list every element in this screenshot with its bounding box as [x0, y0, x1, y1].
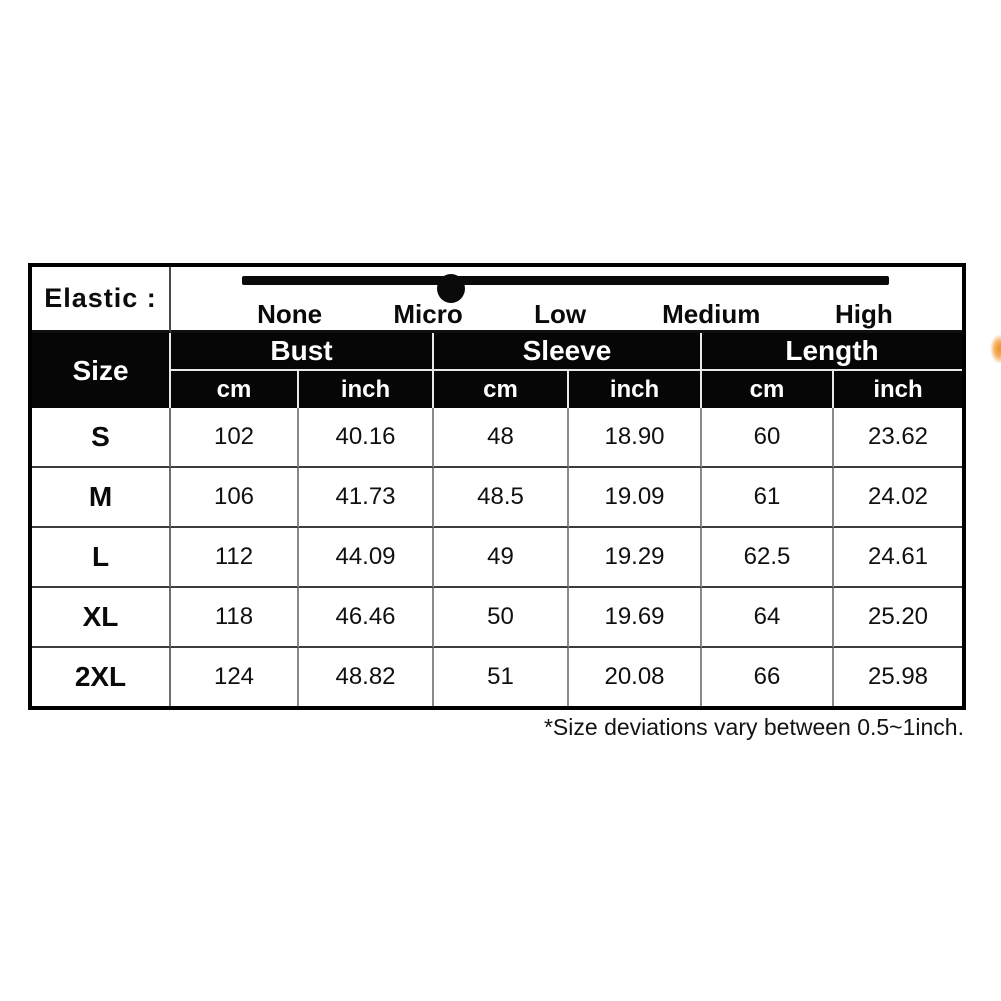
measurement-cell: 48 — [434, 408, 569, 468]
measurement-cell: 19.69 — [569, 588, 702, 648]
table-row-2xl: 2XL 124 48.82 51 20.08 66 25.98 — [32, 648, 962, 706]
unit-header-length-cm: cm — [702, 371, 834, 408]
elastic-level-low: Low — [534, 299, 587, 329]
measurement-cell: 106 — [171, 468, 299, 528]
table-row-xl: XL 118 46.46 50 19.69 64 25.20 — [32, 588, 962, 648]
measurement-cell: 19.29 — [569, 528, 702, 588]
measurement-cell: 51 — [434, 648, 569, 706]
measurement-cell: 24.61 — [834, 528, 962, 588]
measurement-cell: 62.5 — [702, 528, 834, 588]
size-row-label: XL — [32, 588, 171, 648]
unit-header-sleeve-cm: cm — [434, 371, 569, 408]
measurement-cell: 20.08 — [569, 648, 702, 706]
measurement-cell: 48.5 — [434, 468, 569, 528]
group-header-sleeve: Sleeve — [434, 333, 702, 371]
measurement-cell: 44.09 — [299, 528, 434, 588]
unit-header-bust-inch: inch — [299, 371, 434, 408]
table-row-m: M 106 41.73 48.5 19.09 61 24.02 — [32, 468, 962, 528]
unit-header-length-inch: inch — [834, 371, 962, 408]
measurement-cell: 25.98 — [834, 648, 962, 706]
elastic-label: Elastic : — [32, 267, 171, 333]
measurement-cell: 64 — [702, 588, 834, 648]
measurement-cell: 118 — [171, 588, 299, 648]
measurement-cell: 46.46 — [299, 588, 434, 648]
elastic-slider: None Micro Low Medium High — [171, 267, 962, 330]
measurement-cell: 24.02 — [834, 468, 962, 528]
slider-track-bar — [242, 274, 890, 303]
unit-header-bust-cm: cm — [171, 371, 299, 408]
measurement-cell: 23.62 — [834, 408, 962, 468]
elastic-level-medium: Medium — [662, 299, 761, 329]
slider-dot — [436, 274, 465, 303]
measurement-cell: 41.73 — [299, 468, 434, 528]
group-header-length: Length — [702, 333, 962, 371]
measurement-cell: 124 — [171, 648, 299, 706]
elastic-level-none: None — [257, 299, 323, 329]
table-row-s: S 102 40.16 48 18.90 60 23.62 — [32, 408, 962, 468]
measurement-cell: 40.16 — [299, 408, 434, 468]
measurement-cell: 48.82 — [299, 648, 434, 706]
elastic-level-micro: Micro — [393, 299, 463, 329]
size-row-label: M — [32, 468, 171, 528]
size-row-label: 2XL — [32, 648, 171, 706]
size-column-header: Size — [32, 333, 171, 408]
size-chart-table: Elastic : None Micro Low Medium High — [28, 263, 966, 710]
measurement-cell: 60 — [702, 408, 834, 468]
measurement-cell: 61 — [702, 468, 834, 528]
size-row-label: L — [32, 528, 171, 588]
elastic-scale: None Micro Low Medium High — [171, 267, 962, 333]
size-row-label: S — [32, 408, 171, 468]
elastic-level-high: High — [835, 299, 893, 329]
measurement-cell: 50 — [434, 588, 569, 648]
clipped-orange-artifact — [990, 334, 1001, 364]
unit-header-sleeve-inch: inch — [569, 371, 702, 408]
measurement-cell: 112 — [171, 528, 299, 588]
measurement-cell: 102 — [171, 408, 299, 468]
measurement-cell: 18.90 — [569, 408, 702, 468]
measurement-cell: 49 — [434, 528, 569, 588]
measurement-cell: 66 — [702, 648, 834, 706]
unit-header-row: cm inch cm inch cm inch — [32, 371, 962, 408]
group-header-row: Size Bust Sleeve Length — [32, 333, 962, 408]
table-row-l: L 112 44.09 49 19.29 62.5 24.61 — [32, 528, 962, 588]
measurement-cell: 19.09 — [569, 468, 702, 528]
size-deviation-footnote: *Size deviations vary between 0.5~1inch. — [543, 714, 964, 740]
elastic-row: Elastic : None Micro Low Medium High — [32, 267, 962, 333]
group-header-bust: Bust — [171, 333, 434, 371]
measurement-cell: 25.20 — [834, 588, 962, 648]
